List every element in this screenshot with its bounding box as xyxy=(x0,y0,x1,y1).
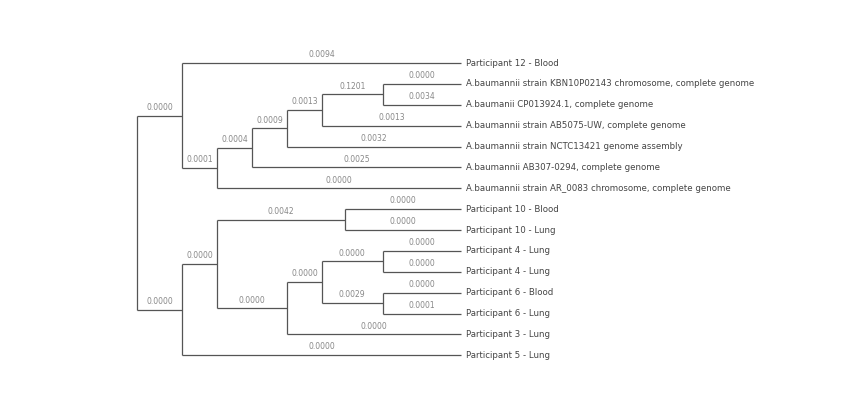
Text: 0.0009: 0.0009 xyxy=(257,115,283,124)
Text: 0.0000: 0.0000 xyxy=(238,295,265,304)
Text: 0.0001: 0.0001 xyxy=(408,301,435,310)
Text: 0.0000: 0.0000 xyxy=(361,322,388,330)
Text: 0.0000: 0.0000 xyxy=(326,175,353,184)
Text: 0.0000: 0.0000 xyxy=(146,297,173,306)
Text: Participant 6 - Blood: Participant 6 - Blood xyxy=(466,288,553,297)
Text: 0.0000: 0.0000 xyxy=(389,196,416,205)
Text: 0.0000: 0.0000 xyxy=(408,71,435,80)
Text: A.baumanii CP013924.1, complete genome: A.baumanii CP013924.1, complete genome xyxy=(466,100,653,109)
Text: 0.0032: 0.0032 xyxy=(361,134,388,143)
Text: Participant 5 - Lung: Participant 5 - Lung xyxy=(466,351,550,360)
Text: 0.0000: 0.0000 xyxy=(309,342,335,352)
Text: 0.0034: 0.0034 xyxy=(408,92,435,101)
Text: Participant 10 - Lung: Participant 10 - Lung xyxy=(466,226,556,235)
Text: Participant 4 - Lung: Participant 4 - Lung xyxy=(466,246,550,255)
Text: 0.0000: 0.0000 xyxy=(408,238,435,247)
Text: A.baumannii strain AR_0083 chromosome, complete genome: A.baumannii strain AR_0083 chromosome, c… xyxy=(466,184,731,193)
Text: 0.0042: 0.0042 xyxy=(268,207,295,216)
Text: 0.0029: 0.0029 xyxy=(339,290,366,299)
Text: 0.0000: 0.0000 xyxy=(389,217,416,226)
Text: A.baumannii strain AB5075-UW, complete genome: A.baumannii strain AB5075-UW, complete g… xyxy=(466,121,686,130)
Text: 0.0001: 0.0001 xyxy=(186,155,213,164)
Text: A.baumannii strain KBN10P02143 chromosome, complete genome: A.baumannii strain KBN10P02143 chromosom… xyxy=(466,80,754,89)
Text: 0.0000: 0.0000 xyxy=(339,248,366,257)
Text: A.baumannii AB307-0294, complete genome: A.baumannii AB307-0294, complete genome xyxy=(466,163,660,172)
Text: Participant 10 - Blood: Participant 10 - Blood xyxy=(466,205,558,214)
Text: 0.0013: 0.0013 xyxy=(291,97,318,106)
Text: Participant 4 - Lung: Participant 4 - Lung xyxy=(466,267,550,276)
Text: A.baumannii strain NCTC13421 genome assembly: A.baumannii strain NCTC13421 genome asse… xyxy=(466,142,682,151)
Text: 0.0000: 0.0000 xyxy=(186,251,213,260)
Text: 0.0000: 0.0000 xyxy=(146,103,173,112)
Text: Participant 12 - Blood: Participant 12 - Blood xyxy=(466,59,558,68)
Text: 0.0004: 0.0004 xyxy=(221,135,248,144)
Text: 0.0013: 0.0013 xyxy=(378,113,405,122)
Text: 0.0000: 0.0000 xyxy=(408,259,435,268)
Text: 0.0025: 0.0025 xyxy=(343,155,370,164)
Text: 0.0000: 0.0000 xyxy=(408,280,435,289)
Text: Participant 6 - Lung: Participant 6 - Lung xyxy=(466,309,550,318)
Text: Participant 3 - Lung: Participant 3 - Lung xyxy=(466,330,550,339)
Text: 0.1201: 0.1201 xyxy=(339,82,366,91)
Text: 0.0094: 0.0094 xyxy=(309,50,335,59)
Text: 0.0000: 0.0000 xyxy=(291,269,318,278)
